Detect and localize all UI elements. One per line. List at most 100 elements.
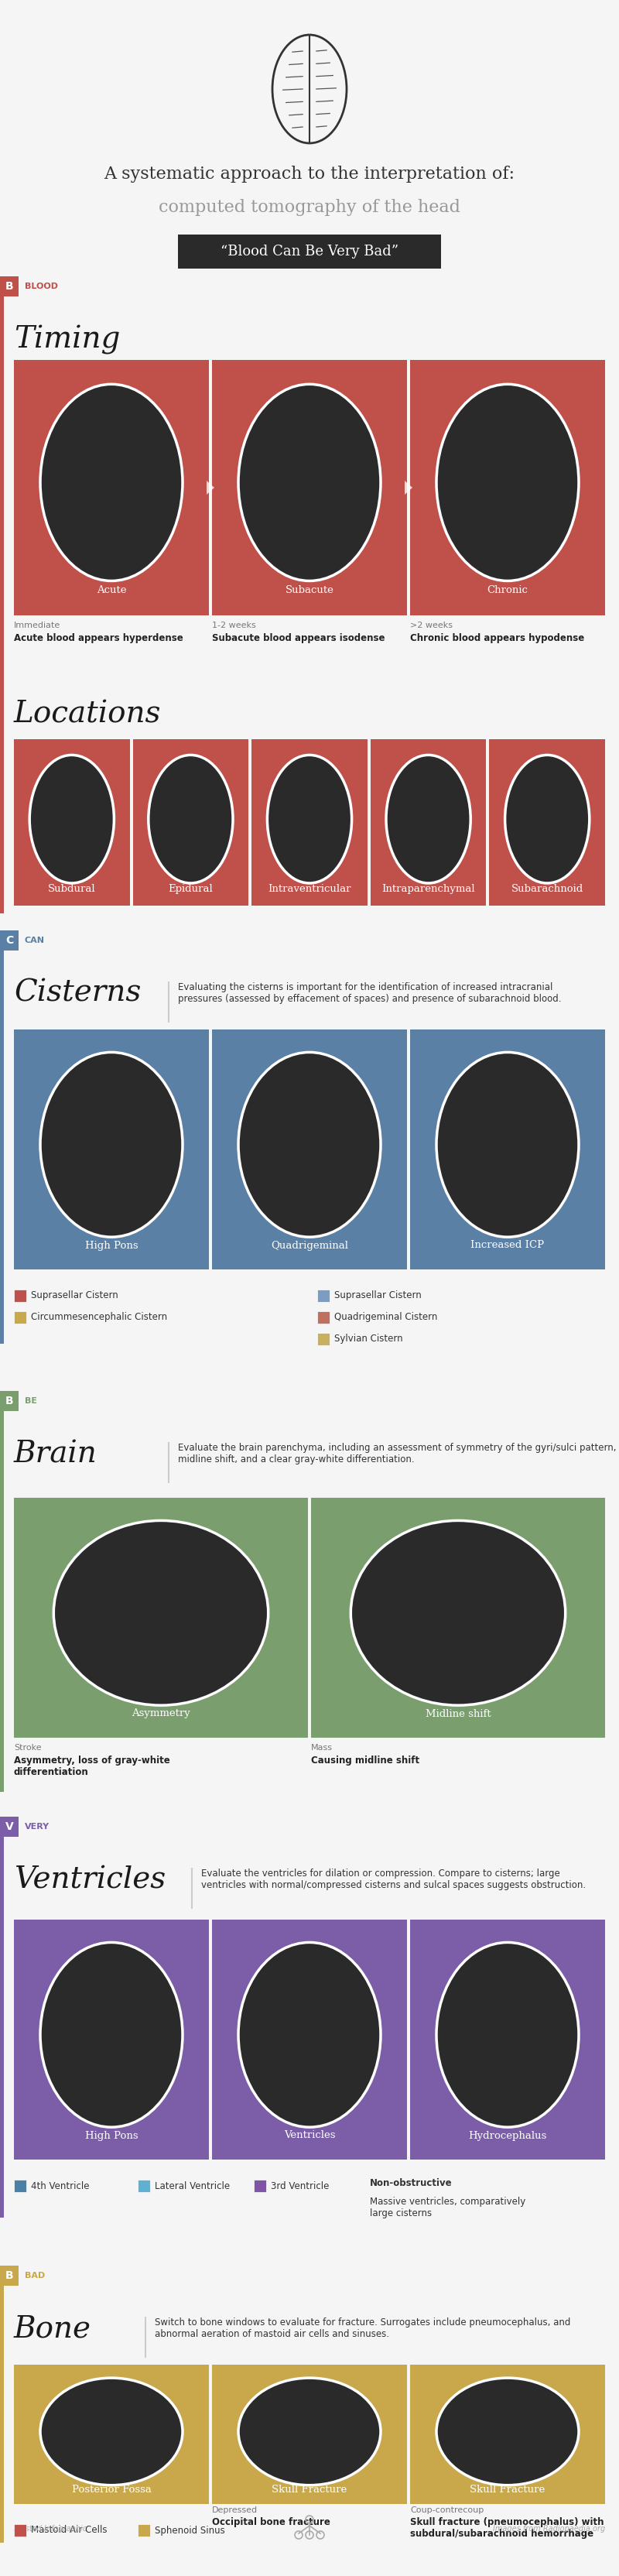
Bar (410, 2365, 605, 2504)
Bar (0, 1401, 4, 1793)
Ellipse shape (40, 384, 183, 580)
Text: Suprasellar Cistern: Suprasellar Cistern (31, 1291, 118, 1301)
Bar (14, 1311, 26, 1324)
Text: 3rd Ventricle: 3rd Ventricle (271, 2182, 329, 2192)
Bar (14, 361, 209, 616)
Text: Subacute: Subacute (285, 585, 334, 595)
Text: High Pons: High Pons (85, 2130, 138, 2141)
Text: Evaluate the brain parenchyma, including an assessment of symmetry of the gyri/s: Evaluate the brain parenchyma, including… (178, 1443, 617, 1466)
Bar (137, 2524, 150, 2537)
Bar (410, 1919, 605, 2159)
Text: Ventricles: Ventricles (284, 2130, 335, 2141)
Text: Chronic: Chronic (487, 585, 528, 595)
Ellipse shape (436, 1051, 579, 1236)
Text: Acute blood appears hyperdense: Acute blood appears hyperdense (14, 634, 183, 644)
Text: Ventricles: Ventricles (14, 1865, 166, 1893)
Text: Chronic blood appears hypodense: Chronic blood appears hypodense (410, 634, 584, 644)
Text: Non-obstructive: Non-obstructive (370, 2177, 452, 2187)
Bar (137, 2179, 150, 2192)
Ellipse shape (149, 755, 233, 884)
Ellipse shape (505, 755, 589, 884)
Ellipse shape (40, 1051, 183, 1236)
Bar (14, 1030, 209, 1270)
Ellipse shape (238, 1942, 381, 2128)
Text: B: B (5, 2269, 14, 2282)
Text: Brain: Brain (14, 1440, 97, 1468)
Text: Midline shift: Midline shift (425, 1708, 491, 1718)
Text: Subacute blood appears isodense: Subacute blood appears isodense (212, 634, 385, 644)
Text: Occipital bone fracture: Occipital bone fracture (212, 2517, 331, 2527)
Text: Suprasellar Cistern: Suprasellar Cistern (334, 1291, 422, 1301)
Bar (0, 1826, 4, 2218)
Polygon shape (405, 482, 412, 495)
Text: V: V (5, 1821, 14, 1832)
Text: Hydrocephalus: Hydrocephalus (469, 2130, 547, 2141)
Bar (0, 286, 4, 914)
Text: “Blood Can Be Very Bad”: “Blood Can Be Very Bad” (220, 245, 399, 258)
Bar (14, 739, 130, 907)
Text: Asymmetry: Asymmetry (132, 1708, 190, 1718)
Bar (251, 739, 367, 907)
Text: Asymmetry, loss of gray-white
differentiation: Asymmetry, loss of gray-white differenti… (14, 1754, 170, 1777)
Text: B: B (5, 281, 14, 291)
Bar (14, 1497, 308, 1739)
Text: Locations: Locations (14, 701, 162, 729)
Text: computed tomography of the head: computed tomography of the head (158, 198, 461, 216)
Text: BLOOD: BLOOD (25, 283, 58, 291)
Ellipse shape (436, 1942, 579, 2128)
Bar (0, 940, 4, 1345)
Text: C: C (6, 935, 13, 945)
Ellipse shape (386, 755, 470, 884)
Ellipse shape (238, 2378, 381, 2486)
Text: B: B (5, 1396, 14, 1406)
Ellipse shape (351, 1520, 565, 1705)
Text: Circummesencephalic Cistern: Circummesencephalic Cistern (31, 1311, 167, 1321)
Text: >2 weeks: >2 weeks (410, 621, 452, 629)
Text: Epidural: Epidural (168, 884, 213, 894)
Ellipse shape (238, 384, 381, 580)
Bar (14, 1919, 209, 2159)
Text: 1-2 weeks: 1-2 weeks (212, 621, 256, 629)
Bar (212, 1919, 407, 2159)
Text: Increased ICP: Increased ICP (471, 1242, 544, 1249)
Text: 4th Ventricle: 4th Ventricle (31, 2182, 89, 2192)
Ellipse shape (436, 384, 579, 580)
Text: Coup-contrecoup: Coup-contrecoup (410, 2506, 484, 2514)
Bar (0, 2267, 19, 2285)
Text: Acute: Acute (97, 585, 126, 595)
Text: A-listed Infographic: A-listed Infographic (14, 2524, 87, 2532)
Bar (0, 2275, 4, 2543)
Text: Intraparenchymal: Intraparenchymal (382, 884, 475, 894)
Text: Switch to bone windows to evaluate for fracture. Surrogates include pneumocephal: Switch to bone windows to evaluate for f… (155, 2318, 571, 2339)
Bar (254, 2179, 266, 2192)
Bar (317, 1311, 329, 1324)
Text: Cisterns: Cisterns (14, 979, 141, 1007)
Text: Quadrigeminal: Quadrigeminal (271, 1242, 348, 1249)
Text: VERY: VERY (25, 1824, 50, 1832)
Ellipse shape (40, 1942, 183, 2128)
Bar (14, 1291, 26, 1301)
Ellipse shape (40, 2378, 183, 2486)
Bar (410, 1030, 605, 1270)
Text: Evaluate the ventricles for dilation or compression. Compare to cisterns; large
: Evaluate the ventricles for dilation or … (201, 1868, 586, 1891)
Text: Quadrigeminal Cistern: Quadrigeminal Cistern (334, 1311, 438, 1321)
Ellipse shape (267, 755, 352, 884)
Text: Skull fracture (pneumocephalus) with
subdural/subarachnoid hemorrhage: Skull fracture (pneumocephalus) with sub… (410, 2517, 604, 2540)
Text: Mastoid Air Cells: Mastoid Air Cells (31, 2524, 107, 2535)
Text: Evaluating the cisterns is important for the identification of increased intracr: Evaluating the cisterns is important for… (178, 981, 561, 1005)
Text: Massive ventricles, comparatively
large cisterns: Massive ventricles, comparatively large … (370, 2197, 526, 2218)
Bar (311, 1497, 605, 1739)
Bar (212, 1030, 407, 1270)
Ellipse shape (30, 755, 114, 884)
Text: Skull Fracture: Skull Fracture (470, 2486, 545, 2496)
Text: BAD: BAD (25, 2272, 45, 2280)
Bar (0, 930, 19, 951)
Text: Mass: Mass (311, 1744, 333, 1752)
Text: BE: BE (25, 1396, 37, 1404)
Bar (212, 361, 407, 616)
Text: Images from Radiopaedia.org: Images from Radiopaedia.org (493, 2524, 605, 2532)
Text: Bone: Bone (14, 2313, 92, 2344)
Text: Intraventricular: Intraventricular (268, 884, 351, 894)
Bar (0, 1391, 19, 1412)
Text: Causing midline shift: Causing midline shift (311, 1754, 420, 1765)
